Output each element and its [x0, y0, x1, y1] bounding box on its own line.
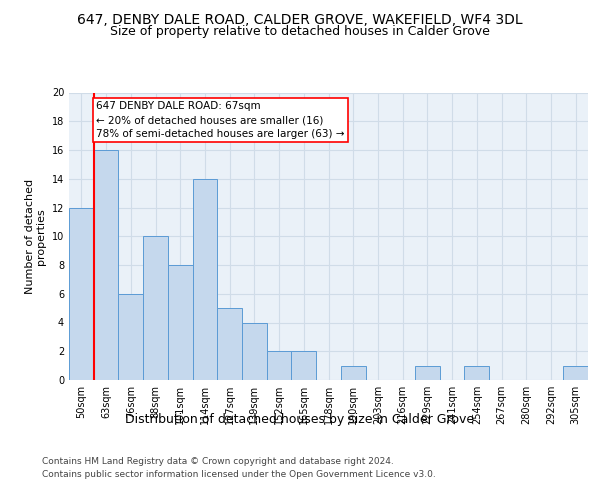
Bar	[267, 351, 292, 380]
Bar	[94, 150, 118, 380]
Bar	[168, 265, 193, 380]
Bar	[464, 366, 489, 380]
Bar	[118, 294, 143, 380]
Text: Contains HM Land Registry data © Crown copyright and database right 2024.: Contains HM Land Registry data © Crown c…	[42, 458, 394, 466]
Text: Size of property relative to detached houses in Calder Grove: Size of property relative to detached ho…	[110, 25, 490, 38]
Y-axis label: Number of detached
properties: Number of detached properties	[25, 178, 46, 294]
Bar	[193, 179, 217, 380]
Bar	[242, 322, 267, 380]
Text: 647, DENBY DALE ROAD, CALDER GROVE, WAKEFIELD, WF4 3DL: 647, DENBY DALE ROAD, CALDER GROVE, WAKE…	[77, 12, 523, 26]
Bar	[415, 366, 440, 380]
Bar	[143, 236, 168, 380]
Bar	[563, 366, 588, 380]
Text: Distribution of detached houses by size in Calder Grove: Distribution of detached houses by size …	[125, 412, 475, 426]
Text: Contains public sector information licensed under the Open Government Licence v3: Contains public sector information licen…	[42, 470, 436, 479]
Bar	[217, 308, 242, 380]
Bar	[69, 208, 94, 380]
Text: 647 DENBY DALE ROAD: 67sqm
← 20% of detached houses are smaller (16)
78% of semi: 647 DENBY DALE ROAD: 67sqm ← 20% of deta…	[96, 101, 344, 139]
Bar	[341, 366, 365, 380]
Bar	[292, 351, 316, 380]
